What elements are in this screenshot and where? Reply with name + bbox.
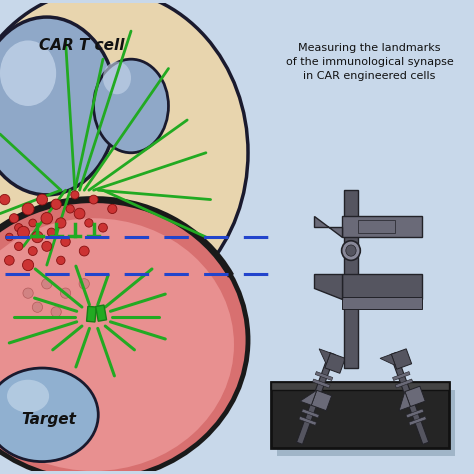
Bar — [345, 190, 357, 368]
Polygon shape — [300, 390, 317, 405]
Ellipse shape — [7, 380, 49, 412]
Ellipse shape — [0, 368, 98, 462]
Ellipse shape — [103, 62, 131, 94]
Polygon shape — [405, 386, 425, 407]
Bar — [272, 382, 449, 391]
Polygon shape — [319, 349, 330, 364]
Circle shape — [41, 212, 53, 224]
Ellipse shape — [93, 59, 168, 153]
Text: CAR T cell: CAR T cell — [39, 37, 125, 53]
Circle shape — [32, 302, 43, 312]
Circle shape — [0, 194, 10, 205]
Bar — [342, 216, 422, 237]
Circle shape — [36, 194, 47, 205]
Circle shape — [6, 233, 13, 241]
Text: Measuring the landmarks
of the immunological synapse
in CAR engineered cells: Measuring the landmarks of the immunolog… — [286, 43, 454, 81]
Circle shape — [60, 288, 71, 298]
Bar — [357, 220, 395, 233]
Circle shape — [42, 279, 52, 289]
Polygon shape — [299, 416, 317, 425]
Circle shape — [22, 259, 34, 271]
Bar — [342, 273, 422, 299]
Circle shape — [56, 256, 65, 264]
Circle shape — [79, 246, 89, 256]
Circle shape — [85, 219, 93, 227]
Polygon shape — [312, 379, 330, 388]
Polygon shape — [314, 273, 342, 299]
Ellipse shape — [0, 40, 56, 106]
Circle shape — [15, 242, 23, 251]
Polygon shape — [406, 409, 424, 418]
Circle shape — [51, 307, 61, 317]
Polygon shape — [325, 353, 345, 374]
Polygon shape — [392, 372, 410, 381]
Circle shape — [42, 241, 52, 251]
Polygon shape — [409, 416, 427, 425]
Polygon shape — [390, 353, 429, 445]
Circle shape — [89, 195, 98, 204]
Circle shape — [99, 223, 108, 232]
Polygon shape — [315, 372, 333, 381]
Circle shape — [66, 205, 74, 213]
Circle shape — [47, 228, 56, 237]
Ellipse shape — [342, 241, 360, 260]
Circle shape — [74, 208, 85, 219]
Polygon shape — [380, 354, 395, 365]
Ellipse shape — [0, 0, 248, 317]
Circle shape — [61, 237, 70, 246]
Polygon shape — [297, 353, 335, 445]
Polygon shape — [314, 216, 342, 237]
Polygon shape — [301, 409, 319, 418]
Polygon shape — [395, 379, 413, 388]
Circle shape — [108, 204, 117, 213]
Ellipse shape — [0, 17, 117, 195]
Circle shape — [9, 214, 18, 223]
Circle shape — [5, 255, 14, 265]
Circle shape — [32, 231, 43, 243]
Bar — [277, 391, 455, 456]
Circle shape — [55, 218, 66, 228]
Polygon shape — [311, 390, 332, 410]
Circle shape — [29, 219, 36, 227]
Bar — [87, 306, 96, 322]
Circle shape — [23, 288, 33, 298]
Polygon shape — [391, 349, 411, 369]
Circle shape — [18, 226, 29, 238]
Bar — [272, 382, 449, 447]
Ellipse shape — [346, 245, 356, 256]
Bar — [348, 312, 354, 368]
Bar — [96, 305, 107, 321]
Circle shape — [28, 246, 37, 255]
Bar — [342, 297, 422, 309]
Circle shape — [79, 279, 90, 289]
Ellipse shape — [0, 219, 234, 471]
Ellipse shape — [0, 200, 248, 474]
Text: Target: Target — [22, 412, 77, 427]
Circle shape — [22, 203, 34, 215]
Circle shape — [51, 199, 61, 210]
Polygon shape — [399, 392, 410, 410]
Circle shape — [71, 191, 79, 199]
Circle shape — [15, 224, 23, 232]
